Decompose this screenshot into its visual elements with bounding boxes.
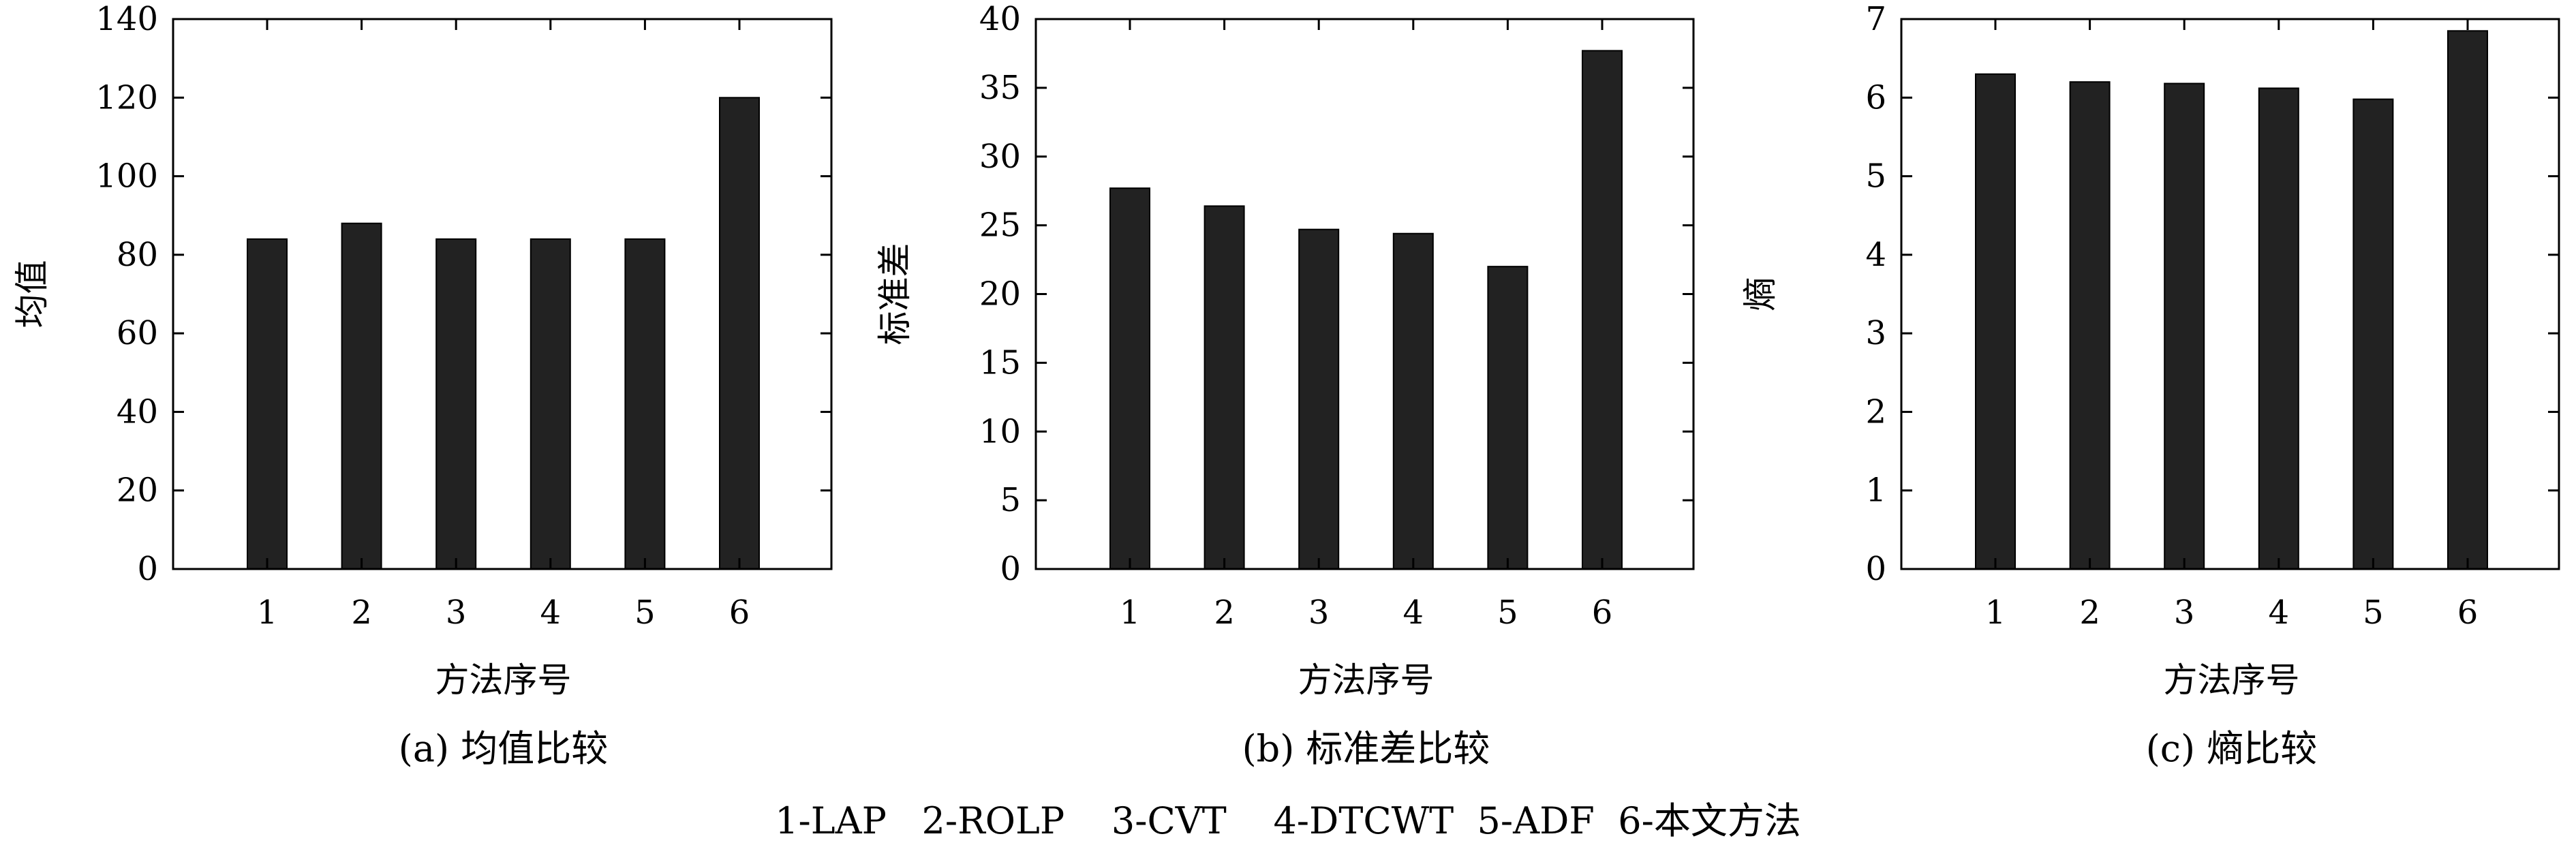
chart-caption: (a) 均值比较 [399, 727, 609, 770]
x-axis-label: 方法序号 [2164, 660, 2300, 700]
chart-panel-2: 0 5 10 15 20 25 30 35 40 1 2 3 4 5 6 方法序号 标准差 (b) 标准差比较 [875, 0, 1695, 770]
x-tick-label: 3 [2174, 594, 2195, 632]
chart-panel-1: 0 20 40 60 80 100 120 140 1 2 3 4 5 6 方法序号 均值 (a) 均值比较 [12, 0, 833, 770]
y-tick-label: 120 [95, 78, 158, 117]
y-tick-label: 30 [979, 138, 1021, 176]
y-tick-label: 6 [1865, 78, 1886, 117]
bar-3 [1298, 228, 1340, 570]
bar-4 [2258, 87, 2299, 570]
bar-2 [2069, 81, 2111, 570]
x-tick-label: 2 [351, 594, 372, 632]
y-tick-label: 5 [1865, 157, 1886, 196]
y-tick-label: 60 [117, 314, 158, 352]
plot-frame [1900, 18, 2560, 570]
y-axis-label: 标准差 [875, 243, 915, 345]
x-tick-label: 1 [257, 594, 278, 632]
y-tick-label: 0 [1000, 550, 1021, 588]
x-tick-label: 4 [1403, 594, 1424, 632]
y-tick-label: 3 [1865, 314, 1886, 352]
y-tick-label: 2 [1865, 393, 1886, 431]
x-tick-label: 5 [2363, 594, 2384, 632]
y-tick-label: 20 [117, 472, 158, 510]
y-tick-label: 35 [979, 69, 1021, 107]
y-tick-label: 25 [979, 206, 1021, 245]
chart-caption: (c) 熵比较 [2146, 727, 2318, 770]
chart-caption: (b) 标准差比较 [1242, 727, 1490, 770]
y-axis-label: 熵 [1741, 277, 1780, 311]
y-tick-label: 0 [1865, 550, 1886, 588]
bar-6 [1582, 50, 1623, 570]
method-legend: 1-LAP 2-ROLP 3-CVT 4-DTCWT 5-ADF 6-本文方法 [775, 799, 1801, 842]
x-tick-label: 1 [1985, 594, 2006, 632]
y-tick-label: 40 [979, 0, 1021, 38]
y-tick-label: 100 [95, 157, 158, 196]
bar-5 [1487, 266, 1529, 570]
y-tick-label: 4 [1865, 236, 1886, 274]
bar-4 [530, 238, 571, 570]
y-tick-label: 5 [1000, 481, 1021, 519]
bar-2 [341, 222, 382, 570]
y-tick-label: 140 [95, 0, 158, 38]
bar-4 [1392, 232, 1434, 570]
bar-3 [2164, 82, 2205, 570]
x-axis-label: 方法序号 [1298, 660, 1435, 700]
y-tick-label: 15 [979, 343, 1021, 382]
bar-1 [247, 238, 288, 570]
bar-2 [1203, 205, 1245, 570]
y-tick-label: 40 [117, 393, 158, 431]
y-tick-label: 0 [137, 550, 158, 588]
y-tick-label: 1 [1865, 472, 1886, 510]
x-tick-label: 3 [446, 594, 467, 632]
x-tick-label: 5 [1497, 594, 1518, 632]
x-tick-label: 3 [1308, 594, 1330, 632]
bar-3 [435, 238, 477, 570]
bar-5 [2352, 98, 2394, 570]
x-tick-label: 4 [540, 594, 562, 632]
bar-6 [2447, 30, 2488, 570]
x-tick-label: 6 [2457, 594, 2479, 632]
x-tick-label: 2 [1214, 594, 1235, 632]
x-tick-label: 6 [729, 594, 750, 632]
y-tick-label: 20 [979, 275, 1021, 313]
bar-6 [719, 97, 760, 570]
bar-1 [1109, 187, 1150, 570]
bar-1 [1975, 73, 2016, 570]
y-tick-label: 80 [117, 236, 158, 274]
x-tick-label: 6 [1592, 594, 1613, 632]
x-tick-label: 1 [1120, 594, 1141, 632]
chart-panel-3: 0 1 2 3 4 5 6 7 1 2 3 4 5 6 方法序号 熵 (c) 熵比较 [1741, 0, 2560, 770]
x-tick-label: 2 [2079, 594, 2100, 632]
plot-frame [172, 18, 833, 570]
bar-5 [624, 238, 666, 570]
y-tick-label: 10 [979, 412, 1021, 450]
y-axis-label: 均值 [12, 260, 52, 328]
x-tick-label: 5 [634, 594, 656, 632]
y-tick-label: 7 [1865, 0, 1886, 38]
x-axis-label: 方法序号 [435, 660, 572, 700]
x-tick-label: 4 [2269, 594, 2290, 632]
